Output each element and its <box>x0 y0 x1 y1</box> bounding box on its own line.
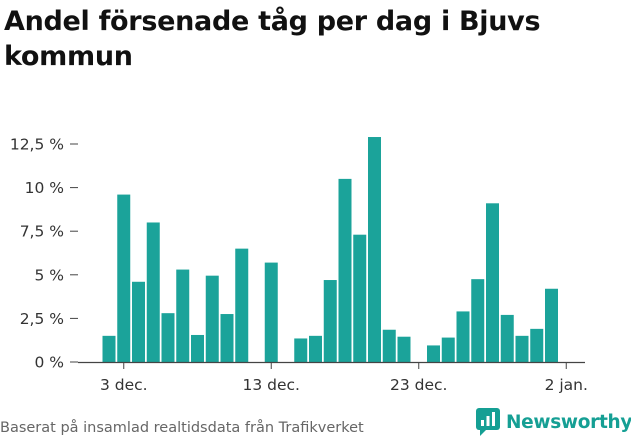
brand-logo-link[interactable]: Newsworthy <box>476 408 631 436</box>
x-tick-label: 3 dec. <box>100 376 148 394</box>
source-note: Baserat på insamlad realtidsdata från Tr… <box>0 420 364 436</box>
bar <box>161 313 175 362</box>
bar <box>397 336 411 362</box>
x-axis: 3 dec. 13 dec. 23 dec. 2 jan. <box>100 362 588 394</box>
bar <box>294 338 308 362</box>
bar <box>146 222 160 362</box>
x-tick-label: 13 dec. <box>243 376 300 394</box>
bar <box>235 248 249 362</box>
bar <box>102 335 116 362</box>
bar <box>220 314 234 362</box>
bar <box>456 311 470 362</box>
chart-title: Andel försenade tåg per dag i Bjuvs komm… <box>4 6 541 72</box>
y-tick-label: 12,5 % <box>10 136 64 154</box>
x-tick-label: 2 jan. <box>545 376 588 394</box>
bar <box>368 137 381 362</box>
bar <box>382 329 396 362</box>
x-tick-label: 23 dec. <box>390 376 447 394</box>
bar <box>117 194 131 362</box>
bar <box>471 279 485 362</box>
y-tick-label: 5 % <box>34 266 64 284</box>
bar <box>545 288 558 362</box>
y-tick-label: 10 % <box>25 179 64 197</box>
bar <box>205 275 219 362</box>
bar <box>309 335 322 362</box>
bar <box>515 335 529 362</box>
bar <box>500 314 514 362</box>
bar <box>323 280 337 362</box>
bar <box>486 203 499 362</box>
bar <box>176 269 190 362</box>
bar <box>191 334 204 362</box>
y-tick-label: 7,5 % <box>20 223 64 241</box>
y-tick-label: 2,5 % <box>20 310 64 328</box>
bar <box>338 178 352 362</box>
bar <box>132 281 145 362</box>
newsworthy-logo-icon <box>476 408 500 436</box>
bar <box>530 328 544 362</box>
bar <box>427 345 440 362</box>
y-tick-label: 0 % <box>34 354 64 372</box>
bar <box>264 262 278 362</box>
brand-name: Newsworthy <box>506 411 631 433</box>
y-axis: 0 % 2,5 % 5 % 7,5 % 10 % 12,5 % <box>10 136 78 372</box>
bar <box>441 337 455 362</box>
bars-group <box>102 137 558 362</box>
bar <box>353 234 367 362</box>
